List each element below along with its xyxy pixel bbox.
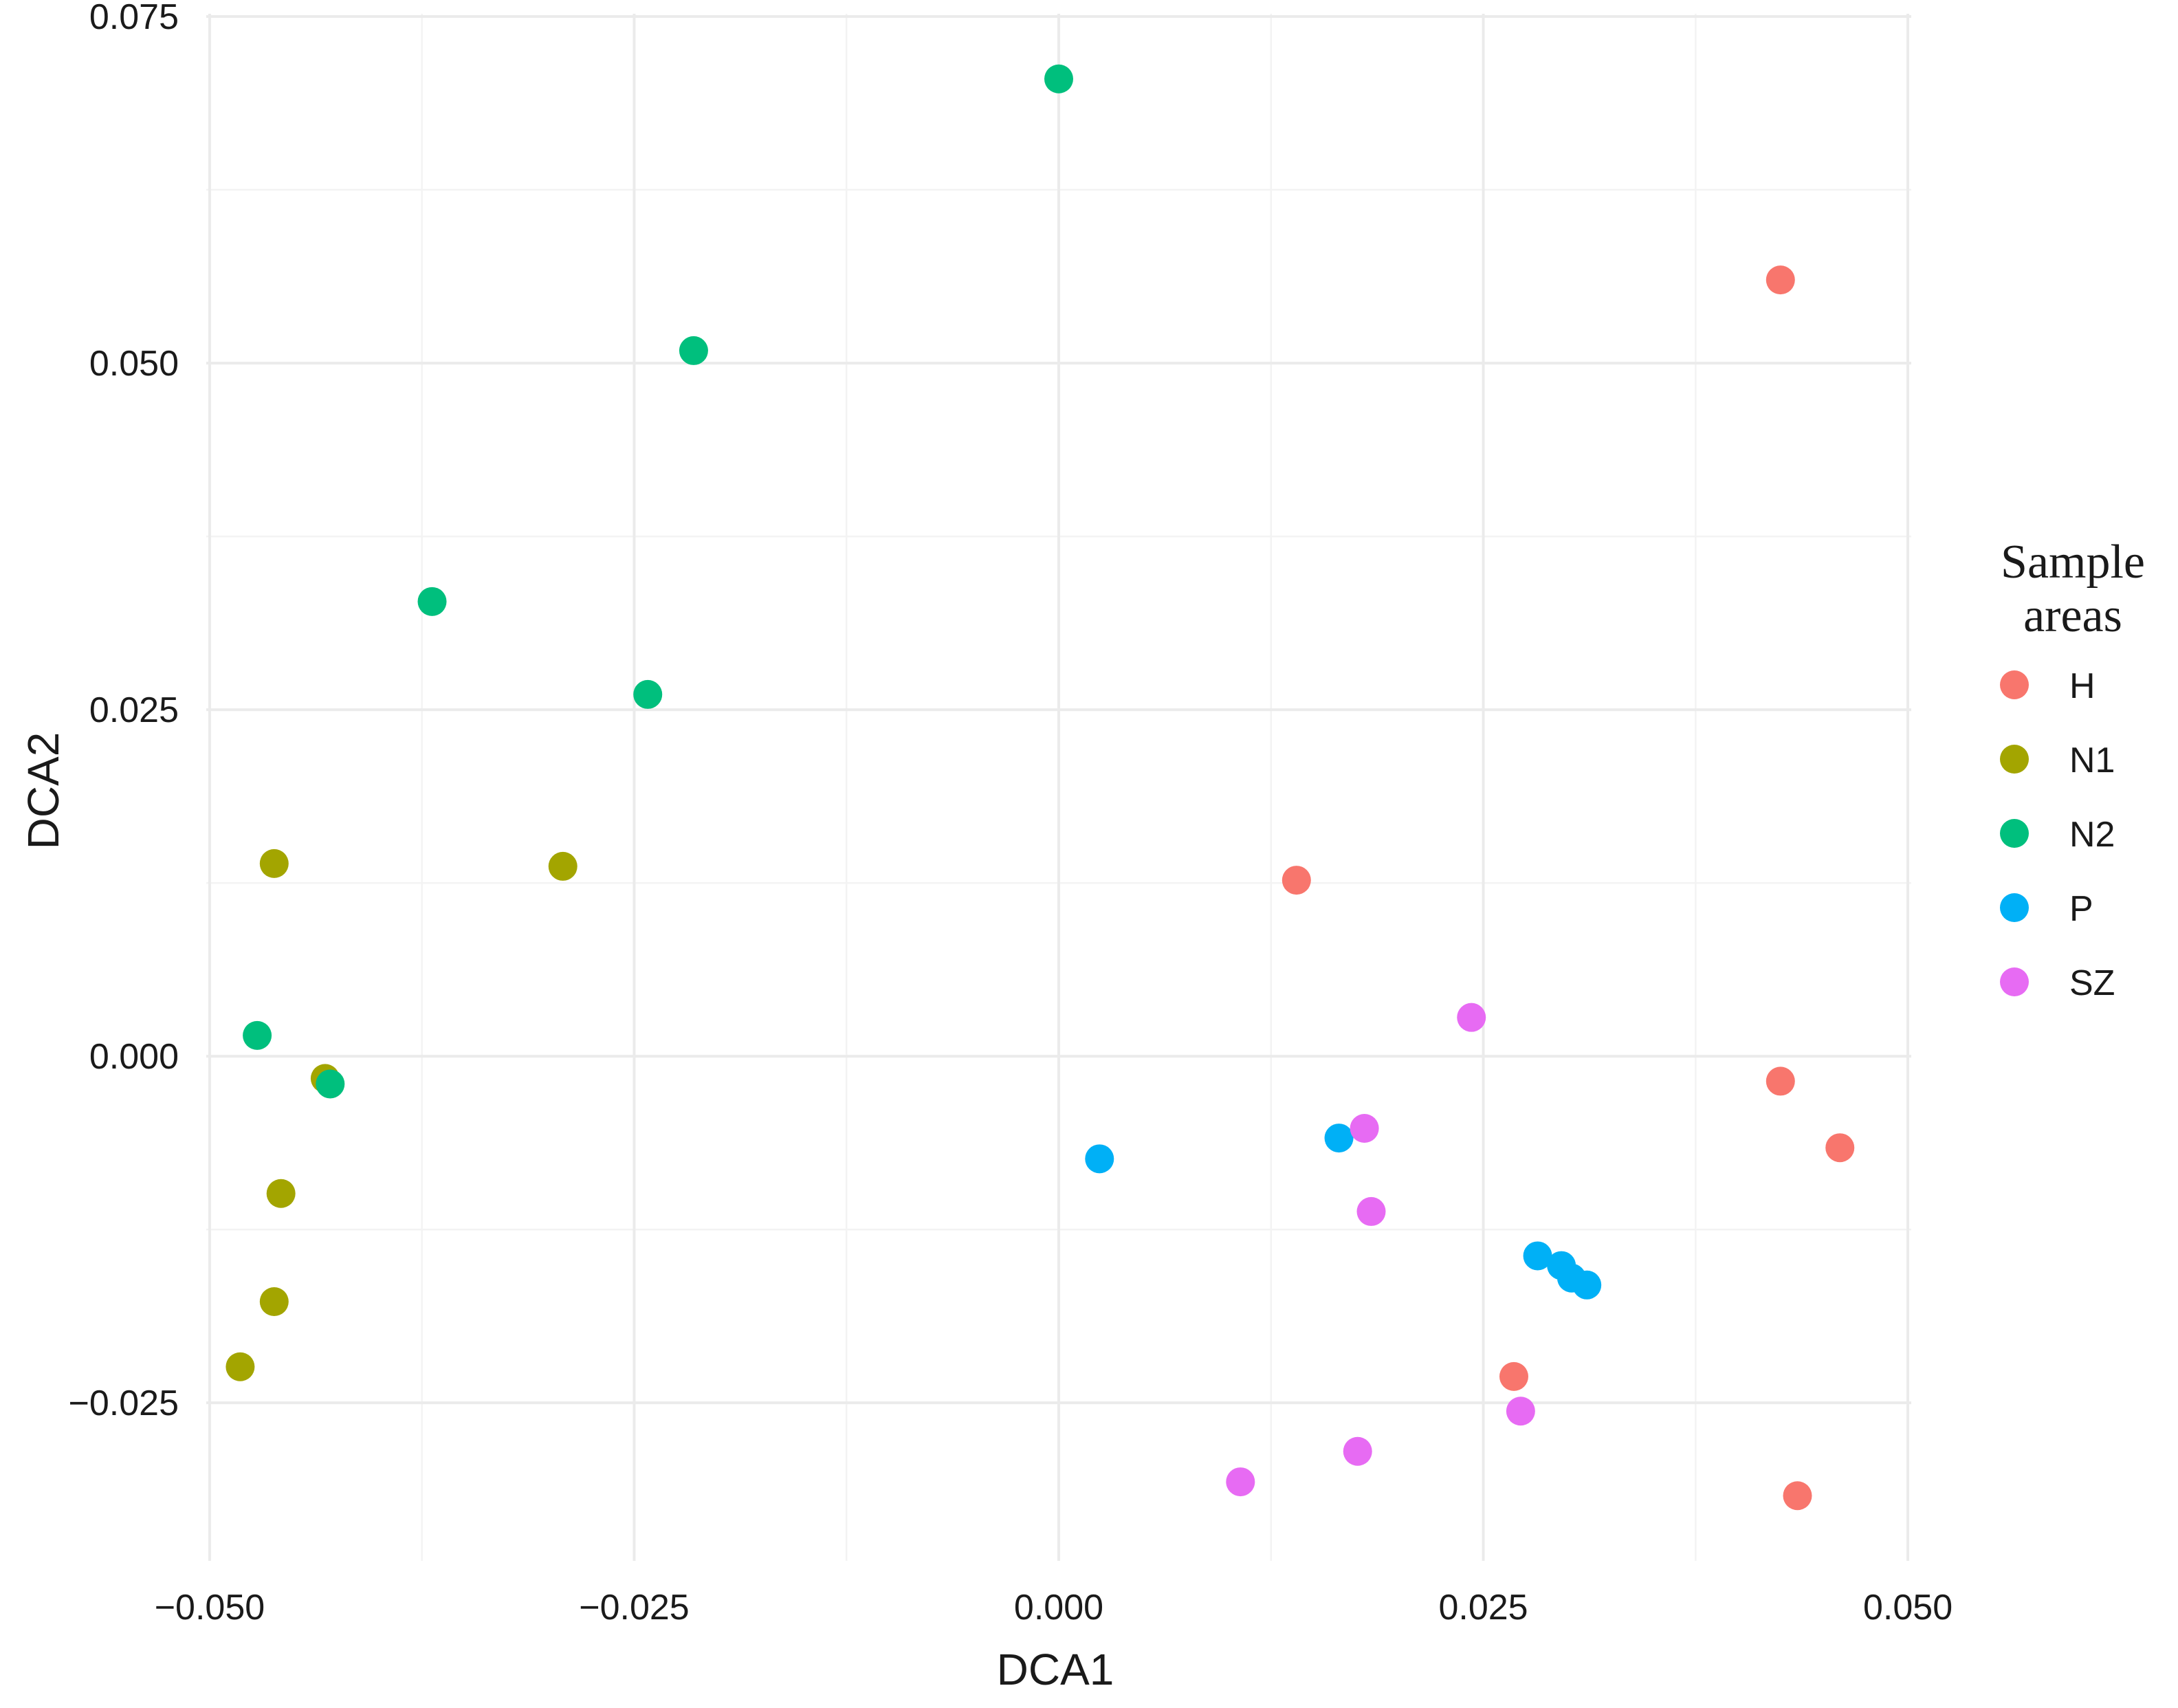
x-tick-label: −0.050	[155, 1588, 265, 1628]
legend-label-h: H	[2069, 666, 2096, 706]
point-sz	[1343, 1436, 1372, 1466]
y-axis-title: DCA2	[19, 732, 68, 850]
point-h	[1783, 1481, 1812, 1511]
y-tick-label: 0.025	[89, 690, 179, 730]
point-n1	[266, 1179, 296, 1208]
point-p	[1523, 1241, 1552, 1271]
point-sz	[1226, 1467, 1255, 1497]
legend-key-h	[2000, 670, 2029, 699]
point-sz	[1350, 1113, 1379, 1143]
legend-label-n1: N1	[2069, 741, 2115, 780]
point-h	[1499, 1361, 1528, 1391]
point-h	[1282, 866, 1311, 895]
grid	[206, 14, 1911, 1561]
legend-label-sz: SZ	[2069, 963, 2115, 1003]
point-n1	[259, 1287, 289, 1316]
point-p	[1572, 1270, 1602, 1300]
legend-key-n2	[2000, 819, 2029, 848]
point-sz	[1457, 1003, 1486, 1032]
point-p	[1085, 1144, 1114, 1174]
point-n1	[226, 1352, 255, 1381]
legend-title-line-1: Sample	[2001, 536, 2145, 589]
point-p	[1324, 1124, 1354, 1153]
x-tick-label: −0.025	[579, 1588, 690, 1628]
point-sz	[1356, 1196, 1386, 1226]
y-axis-ticks: −0.025 0.000 0.025 0.050 0.075	[69, 0, 179, 1423]
point-n1	[548, 851, 578, 881]
point-h	[1766, 265, 1795, 295]
legend-label-n2: N2	[2069, 815, 2115, 855]
point-sz	[1506, 1397, 1535, 1426]
x-tick-label: 0.025	[1438, 1588, 1528, 1628]
point-n2	[679, 336, 708, 365]
legend: Sample areas H N1 N2 P SZ	[2000, 536, 2145, 1003]
legend-label-p: P	[2069, 889, 2093, 929]
y-tick-label: 0.000	[89, 1037, 179, 1077]
point-h	[1766, 1066, 1795, 1096]
x-axis-ticks: −0.050 −0.025 0.000 0.025 0.050	[155, 1588, 1952, 1628]
point-n2	[316, 1069, 345, 1099]
point-n2	[417, 587, 447, 616]
point-n2	[633, 679, 663, 709]
point-n2	[243, 1020, 272, 1050]
x-tick-label: 0.050	[1863, 1588, 1952, 1628]
point-n2	[1044, 64, 1073, 94]
point-h	[1825, 1133, 1855, 1163]
x-axis-title: DCA1	[997, 1645, 1114, 1694]
y-tick-label: 0.050	[89, 344, 179, 384]
x-tick-label: 0.000	[1014, 1588, 1103, 1628]
y-tick-label: 0.075	[89, 0, 179, 37]
legend-key-p	[2000, 893, 2029, 922]
point-n1	[259, 848, 289, 878]
data-points	[226, 64, 1855, 1511]
legend-key-n1	[2000, 745, 2029, 774]
y-tick-label: −0.025	[69, 1383, 179, 1423]
legend-key-sz	[2000, 967, 2029, 996]
legend-title-line-2: areas	[2023, 589, 2122, 642]
